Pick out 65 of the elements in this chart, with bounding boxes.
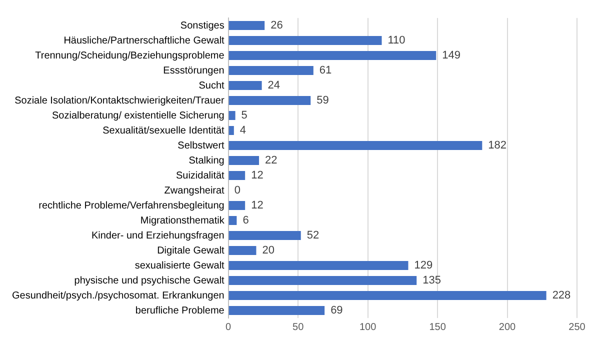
data-label: 12 — [251, 170, 264, 182]
y-tick-label: rechtliche Probleme/Verfahrensbegleitung — [38, 200, 224, 212]
x-tick-label: 200 — [498, 322, 516, 333]
y-tick-label: Sexualität/sexuelle Identität — [102, 125, 225, 136]
bar — [228, 246, 256, 255]
data-label: 5 — [241, 110, 248, 122]
y-tick-label: physische und psychische Gewalt — [74, 275, 225, 286]
data-label: 12 — [251, 200, 264, 212]
data-label: 228 — [552, 290, 571, 302]
x-tick-label: 250 — [568, 322, 586, 333]
bar — [228, 171, 246, 180]
y-tick-label: sexualisierte Gewalt — [134, 260, 225, 272]
data-label: 129 — [414, 260, 433, 272]
x-tick-label: 100 — [359, 322, 377, 333]
data-label: 24 — [268, 80, 280, 92]
bar — [228, 156, 260, 165]
y-tick-label: Trennung/Scheidung/Beziehungsprobleme — [35, 50, 225, 62]
bar — [228, 126, 234, 135]
y-tick-label: Kinder- und Erziehungsfragen — [91, 230, 224, 242]
x-tick-label: 0 — [226, 322, 232, 333]
data-label: 0 — [234, 184, 240, 197]
data-label: 182 — [488, 140, 507, 152]
bar — [228, 51, 436, 60]
data-label: 69 — [330, 304, 343, 317]
data-label: 22 — [265, 154, 278, 167]
bar — [228, 21, 265, 30]
y-tick-label: Essstörungen — [163, 65, 224, 76]
y-tick-label: Migrationsthematik — [140, 215, 226, 226]
y-tick-label: Suizidalität — [176, 170, 225, 182]
data-label: 4 — [240, 124, 246, 137]
bar — [228, 81, 262, 90]
y-tick-label: Gesundheit/psych./psychosomat. Erkrankungen — [12, 290, 224, 302]
bar — [228, 96, 311, 105]
x-tick-label: 50 — [292, 322, 304, 333]
y-tick-label: Zwangsheirat — [164, 185, 225, 196]
y-tick-label: Sonstiges — [180, 20, 224, 32]
y-tick-label: Sozialberatung/ existentielle Sicherung — [52, 110, 224, 122]
bar — [228, 201, 246, 210]
data-label: 52 — [306, 230, 320, 242]
y-tick-label: Häusliche/Partnerschaftliche Gewalt — [64, 35, 225, 46]
bar — [228, 36, 382, 45]
data-label: 20 — [262, 244, 274, 257]
data-label: 149 — [442, 50, 460, 62]
data-label: 135 — [422, 274, 441, 287]
bar — [228, 261, 408, 270]
y-tick-label: Soziale Isolation/Kontaktschwierigkeiten/Trauer — [14, 95, 225, 106]
y-tick-label: Sucht — [198, 80, 225, 92]
bar — [228, 141, 482, 150]
bar — [228, 276, 417, 285]
data-label: 59 — [316, 94, 329, 107]
y-tick-label: Stalking — [188, 155, 224, 166]
data-label: 110 — [388, 34, 406, 47]
data-label: 26 — [270, 20, 283, 32]
bar — [228, 231, 301, 240]
bar — [228, 66, 314, 75]
x-tick-label: 150 — [429, 322, 446, 333]
bar — [228, 291, 546, 300]
bar — [228, 111, 236, 120]
data-label: 6 — [242, 214, 249, 227]
y-tick-label: berufliche Probleme — [135, 305, 225, 316]
bar — [228, 216, 237, 225]
bar — [228, 306, 325, 315]
y-tick-label: Selbstwert — [178, 140, 225, 152]
y-tick-label: Digitale Gewalt — [157, 245, 225, 256]
data-label: 61 — [319, 64, 332, 77]
